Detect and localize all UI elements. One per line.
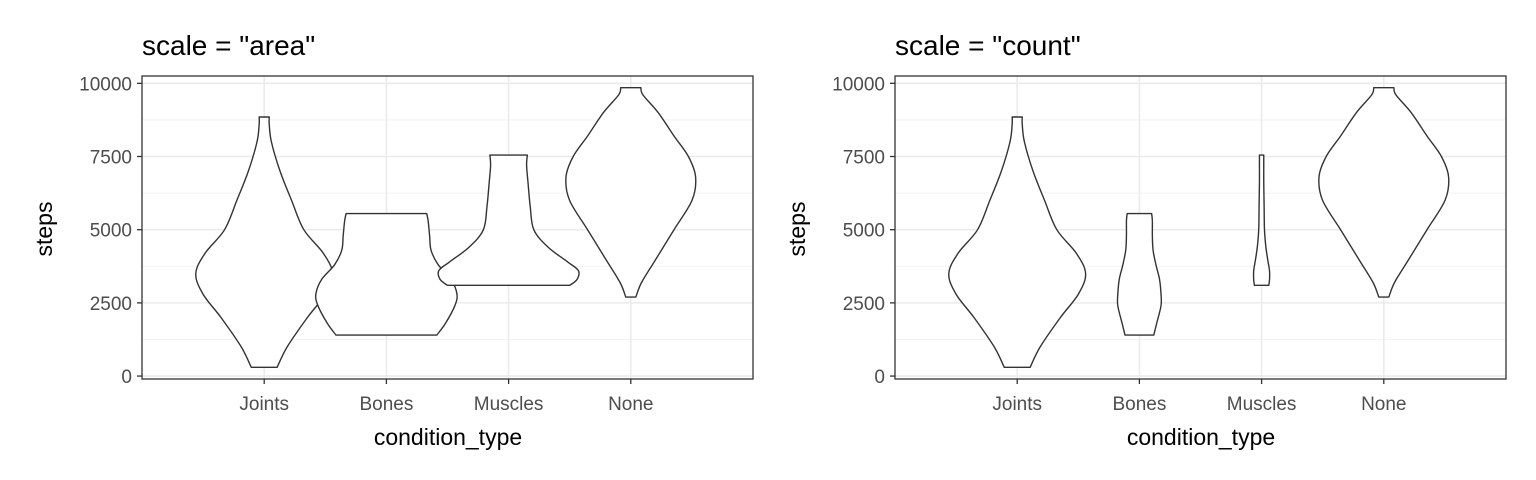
x-tick-label: Bones (1112, 394, 1166, 415)
violin-layer (948, 87, 1450, 368)
y-tick-label: 7500 (843, 148, 885, 169)
x-tick-label: Joints (992, 394, 1042, 415)
y-tick-label: 5000 (843, 221, 885, 242)
y-tick-label: 10000 (832, 74, 885, 95)
x-tick-label: Muscles (474, 394, 544, 415)
axis-ticks: 0 2500 5000 7500 10000 Joints Bones Muscles None (79, 74, 754, 415)
violin-bones (1116, 212, 1163, 336)
axis-ticks: 0 2500 5000 7500 10000 Joints Bones Muscles None (832, 74, 1507, 415)
violin-layer (195, 87, 697, 368)
x-tick-label: None (608, 394, 653, 415)
y-tick-label: 2500 (843, 294, 885, 315)
x-tick-label: None (1361, 394, 1406, 415)
chart-panel-count: scale = "count" 0 2500 5000 7500 10000 Joints… (784, 30, 1507, 450)
panel-border (894, 75, 1507, 380)
x-tick-label: Muscles (1227, 394, 1297, 415)
violin-none (1318, 87, 1450, 298)
chart-panel-area: scale = "area" 0 2500 5000 7500 10000 Joints B… (31, 30, 754, 450)
chart-title: scale = "count" (895, 30, 1081, 61)
x-axis-title: condition_type (374, 424, 522, 450)
x-axis-title: condition_type (1127, 424, 1275, 450)
y-tick-label: 0 (874, 367, 885, 388)
x-tick-label: Bones (359, 394, 413, 415)
y-tick-label: 7500 (90, 148, 132, 169)
y-axis-title: steps (31, 202, 57, 257)
y-tick-label: 2500 (90, 294, 132, 315)
panel-border (141, 75, 754, 380)
chart-title: scale = "area" (142, 30, 315, 61)
x-tick-label: Joints (239, 394, 289, 415)
violin-bones (314, 212, 458, 336)
violin-joints (948, 116, 1087, 368)
violin-muscles (437, 154, 580, 287)
violin-muscles (1252, 154, 1271, 287)
violin-joints (195, 116, 334, 368)
y-tick-label: 10000 (79, 74, 132, 95)
y-axis-title: steps (784, 202, 810, 257)
y-tick-label: 5000 (90, 221, 132, 242)
violin-none (565, 87, 697, 298)
y-tick-label: 0 (121, 367, 132, 388)
